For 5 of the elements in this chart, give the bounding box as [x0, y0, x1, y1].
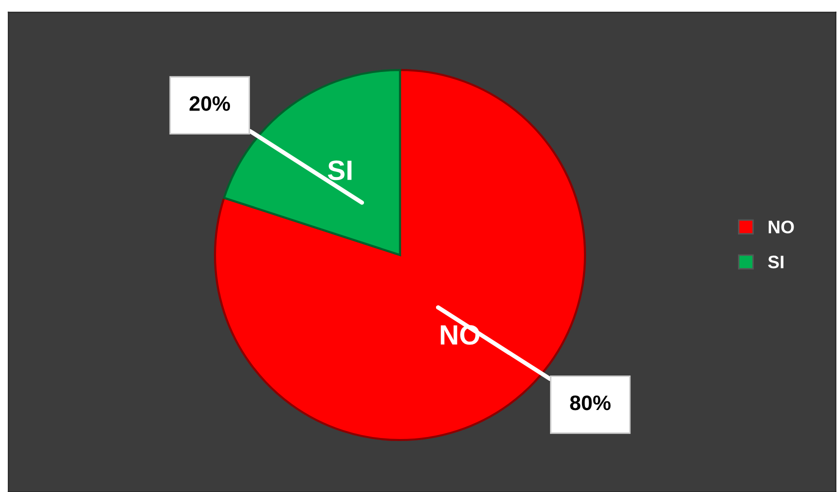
slice-label: SI: [328, 160, 352, 180]
data-label: 80%: [570, 396, 611, 410]
legend-label: SI: [768, 256, 784, 268]
data-label: 20%: [190, 96, 230, 111]
legend-label: NO: [768, 220, 794, 234]
